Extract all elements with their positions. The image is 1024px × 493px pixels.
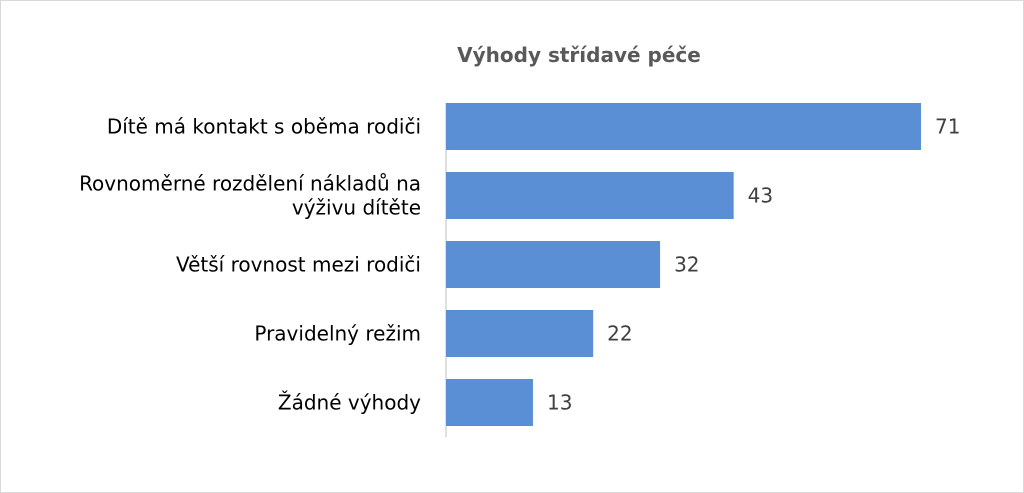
category-label-5: Žádné výhody: [278, 391, 421, 415]
bar-1: [446, 103, 921, 150]
data-labels: 71 43 32 22 13: [547, 115, 960, 415]
data-label-1: 71: [935, 115, 960, 139]
category-label-3: Větší rovnost mezi rodiči: [176, 253, 421, 277]
bars: [446, 103, 921, 426]
category-label-2-line-2: výživu dítěte: [292, 196, 421, 220]
bar-5: [446, 379, 533, 426]
category-label-2-line-1: Rovnoměrné rozdělení nákladů na: [79, 172, 421, 196]
bar-2: [446, 172, 734, 219]
data-label-2: 43: [748, 184, 773, 208]
category-label-1: Dítě má kontakt s oběma rodiči: [107, 115, 421, 139]
chart-title: Výhody střídavé péče: [457, 43, 701, 67]
bar-4: [446, 310, 594, 357]
data-label-3: 32: [674, 253, 699, 277]
category-label-4: Pravidelný režim: [254, 322, 421, 346]
data-label-5: 13: [547, 391, 572, 415]
bar-3: [446, 241, 661, 288]
category-labels: Dítě má kontakt s oběma rodiči Rovnoměrné…: [79, 115, 421, 415]
data-label-4: 22: [607, 322, 632, 346]
